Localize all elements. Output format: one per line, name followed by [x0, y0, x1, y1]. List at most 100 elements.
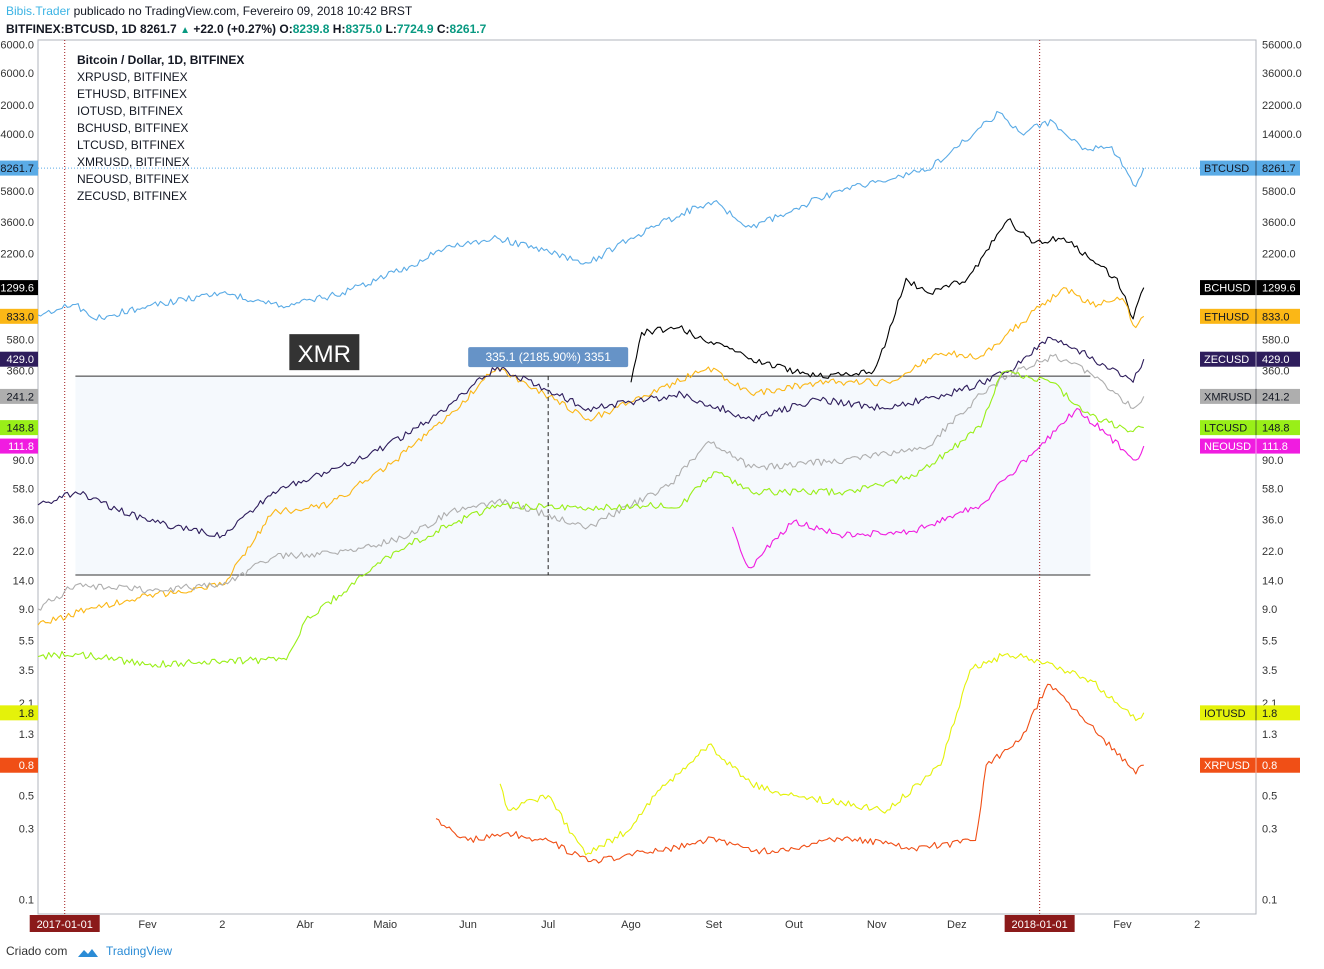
- y-tick-label-left: 14.0: [13, 575, 34, 587]
- legend-item: BCHUSD, BITFINEX: [77, 121, 188, 135]
- y-tick-label-left: 1.3: [19, 729, 34, 741]
- publish-text: publicado no TradingView.com, Fevereiro …: [70, 4, 413, 18]
- y-tick-label-right: 5800.0: [1262, 186, 1296, 198]
- x-tick-label: Dez: [947, 919, 967, 931]
- series-name-right: IOTUSD: [1204, 708, 1246, 720]
- last-price: 8261.7: [140, 22, 177, 36]
- y-tick-label-left: 2200.0: [0, 249, 34, 261]
- publish-info: Bibis.Trader publicado no TradingView.co…: [6, 4, 412, 18]
- x-tick-label: Jun: [459, 919, 477, 931]
- y-tick-label-left: 36.0: [13, 514, 34, 526]
- last-value-badge-right: [1200, 388, 1300, 404]
- y-tick-label-right: 14000.0: [1262, 129, 1302, 141]
- last-value-left: 833.0: [6, 311, 34, 323]
- y-tick-label-right: 9.0: [1262, 604, 1277, 616]
- y-tick-label-right: 1.3: [1262, 729, 1277, 741]
- y-tick-label-left: 36000.0: [0, 68, 34, 80]
- y-tick-label-right: 360.0: [1262, 366, 1290, 378]
- x-tick-label: Set: [706, 919, 723, 931]
- y-tick-label-left: 5800.0: [0, 186, 34, 198]
- y-tick-label-left: 0.3: [19, 824, 34, 836]
- y-tick-label-right: 3600.0: [1262, 217, 1296, 229]
- y-tick-label-left: 3.5: [19, 665, 34, 677]
- last-value-right: 1299.6: [1262, 283, 1296, 295]
- series-name-right: LTCUSD: [1204, 423, 1247, 435]
- measure-badge: [468, 347, 629, 368]
- last-value-badge-left: [0, 705, 38, 721]
- y-tick-label-right: 22000.0: [1262, 100, 1302, 112]
- measure-label: 335.1 (2185.90%) 3351: [485, 350, 611, 364]
- y-tick-label-left: 360.0: [6, 366, 34, 378]
- legend-title: Bitcoin / Dollar, 1D, BITFINEX: [77, 53, 244, 67]
- last-value-badge-left: [0, 280, 38, 296]
- y-tick-label-right: 14.0: [1262, 575, 1283, 587]
- last-value-badge-right: [1200, 420, 1300, 436]
- series-name-right: BCHUSD: [1204, 283, 1251, 295]
- series-name-right: ZECUSD: [1204, 354, 1249, 366]
- series-line-xrpusd: [435, 683, 1144, 864]
- series-line-btcusd: [37, 110, 1145, 321]
- series-line-ltcusd: [37, 370, 1144, 668]
- y-tick-label-right: 36000.0: [1262, 68, 1302, 80]
- y-tick-label-right: 580.0: [1262, 335, 1290, 347]
- y-tick-label-right: 0.5: [1262, 791, 1277, 803]
- legend-item: XRPUSD, BITFINEX: [77, 70, 188, 84]
- range-rectangle: [75, 376, 1091, 576]
- last-value-left: 1.8: [19, 708, 34, 720]
- open-value: 8239.8: [292, 22, 330, 36]
- legend-item: ETHUSD, BITFINEX: [77, 87, 187, 101]
- x-tick-label: Fev: [1113, 919, 1132, 931]
- y-tick-label-left: 22000.0: [0, 100, 34, 112]
- x-tick-label: Jul: [541, 919, 555, 931]
- series-name-right: XMRUSD: [1204, 391, 1252, 403]
- y-tick-label-left: 5.5: [19, 636, 34, 648]
- last-value-badge-left: [0, 308, 38, 324]
- tradingview-link[interactable]: TradingView: [106, 944, 173, 958]
- last-value-right: 833.0: [1262, 311, 1290, 323]
- last-value-left: 429.0: [6, 354, 34, 366]
- up-arrow-icon: ▲: [180, 25, 190, 36]
- last-value-badge-left: [0, 388, 38, 404]
- last-value-badge-right: [1200, 308, 1300, 324]
- x-tick-label: Out: [785, 919, 803, 931]
- legend-item: NEOUSD, BITFINEX: [77, 172, 189, 186]
- y-tick-label-right: 0.1: [1262, 895, 1277, 907]
- x-tick-label: 2: [219, 919, 225, 931]
- y-tick-label-left: 14000.0: [0, 129, 34, 141]
- last-value-right: 1.8: [1262, 708, 1277, 720]
- y-tick-label-left: 580.0: [6, 335, 34, 347]
- y-tick-label-left: 0.1: [19, 895, 34, 907]
- symbol-name: BITFINEX:BTCUSD, 1D: [6, 22, 137, 36]
- legend-item: XMRUSD, BITFINEX: [77, 155, 190, 169]
- x-tick-badge: [1004, 915, 1075, 932]
- series-name-right: XRPUSD: [1204, 760, 1250, 772]
- last-value-right: 148.8: [1262, 423, 1290, 435]
- x-tick-label: 2018-01-01: [1012, 919, 1068, 931]
- x-tick-badge: [29, 915, 100, 932]
- high-value: 8375.0: [345, 22, 383, 36]
- y-tick-label-right: 0.3: [1262, 824, 1277, 836]
- last-value-badge-left: [0, 160, 38, 176]
- author-name[interactable]: Bibis.Trader: [6, 4, 71, 18]
- last-value-badge-right: [1200, 705, 1300, 721]
- last-value-badge-left: [0, 438, 38, 454]
- y-tick-label-left: 22.0: [13, 546, 34, 558]
- x-tick-label: Ago: [621, 919, 641, 931]
- last-value-badge-right: [1200, 160, 1300, 176]
- series-line-neousd: [731, 407, 1145, 569]
- y-tick-label-left: 9.0: [19, 604, 34, 616]
- last-value-badge-right: [1200, 280, 1300, 296]
- last-value-right: 111.8: [1262, 441, 1288, 453]
- created-with: Criado com: [6, 944, 68, 958]
- last-value-left: 1299.6: [0, 283, 34, 295]
- series-line-ethusd: [37, 287, 1145, 626]
- series-name-right: BTCUSD: [1204, 163, 1249, 175]
- x-tick-label: Fev: [138, 919, 157, 931]
- price-change: +22.0 (+0.27%): [193, 22, 277, 36]
- close-value: 8261.7: [449, 22, 487, 36]
- series-name-right: ETHUSD: [1204, 311, 1249, 323]
- y-tick-label-right: 36.0: [1262, 514, 1283, 526]
- y-tick-label-left: 90.0: [13, 455, 34, 467]
- y-tick-label-left: 58.0: [13, 483, 34, 495]
